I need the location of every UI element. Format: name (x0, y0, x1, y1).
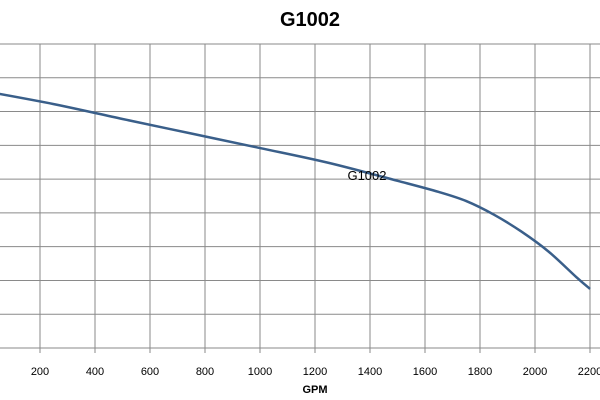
x-tick-label: 1400 (358, 366, 382, 378)
series-line (0, 92, 591, 290)
x-tick-label: 1200 (303, 366, 327, 378)
x-tick-label: 200 (31, 366, 49, 378)
x-tick-label: 1600 (413, 366, 437, 378)
x-tick-label: 600 (141, 366, 159, 378)
x-tick-label: 2000 (523, 366, 547, 378)
series-layer (0, 92, 591, 290)
chart-title: G1002 (280, 9, 340, 31)
series-annotation: G1002 (347, 168, 386, 183)
grid (0, 43, 600, 353)
x-tick-label: 2200 (578, 366, 600, 378)
x-tick-label: 400 (86, 366, 104, 378)
x-tick-label: 1800 (468, 366, 492, 378)
x-tick-label: 1000 (248, 366, 272, 378)
x-tick-label: 800 (196, 366, 214, 378)
x-axis-label: GPM (302, 384, 327, 396)
x-axis-ticks: 200 400 600 800 1000 1200 1400 1600 1800 2000 2200 (31, 366, 600, 378)
